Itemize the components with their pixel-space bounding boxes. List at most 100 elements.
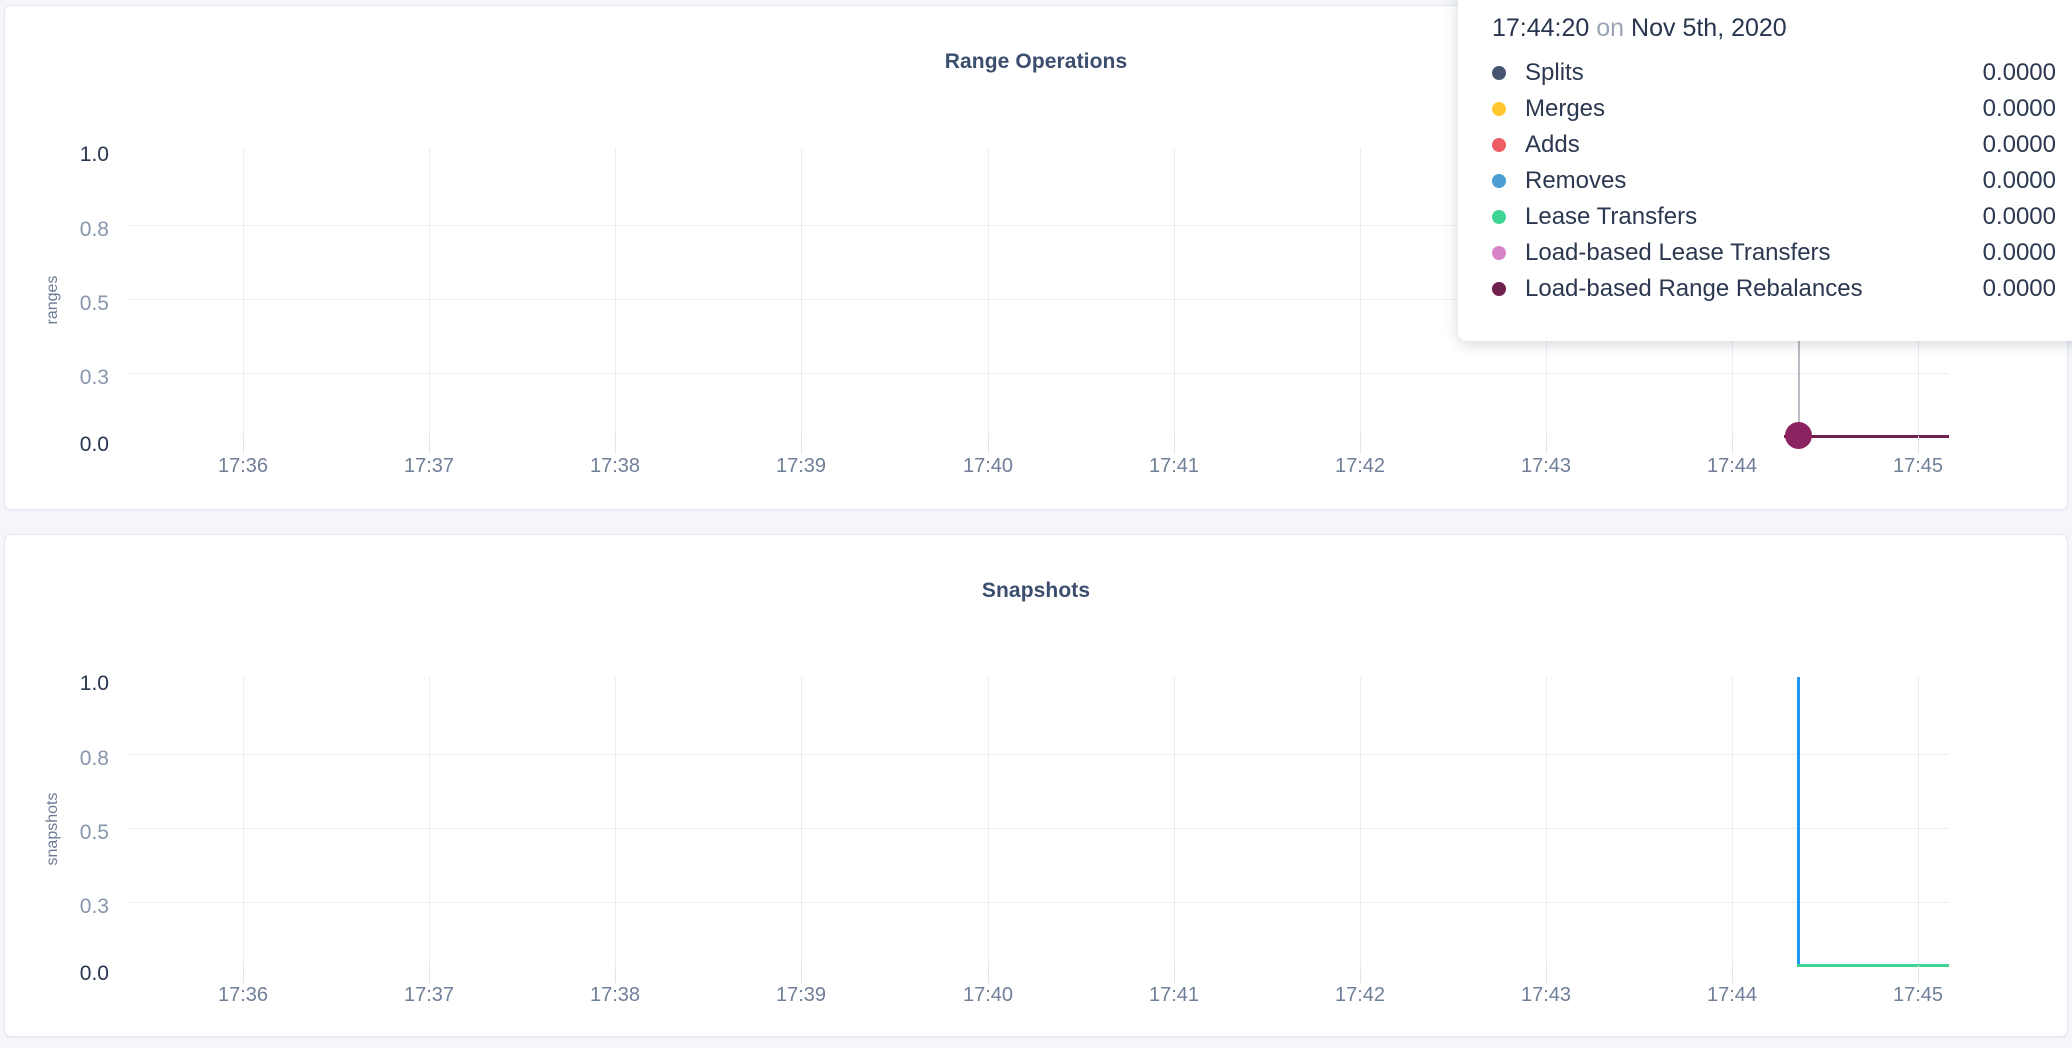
tooltip-row-adds: Adds 0.0000 [1492, 127, 2056, 163]
gridline-v-17-39 [801, 148, 802, 436]
gridline-v-17-37 [429, 148, 430, 436]
x-tick-17-40: 17:40 [962, 455, 1014, 477]
x-tick-17-43: 17:43 [1520, 984, 1572, 1006]
x-tick-17-45: 17:45 [1892, 984, 1944, 1006]
tooltip-series-label: Load-based Lease Transfers [1525, 239, 1831, 266]
x-tickmark-17-38 [615, 436, 616, 454]
y-tick-0.0: 0.0 [79, 962, 109, 985]
x-tick-17-42: 17:42 [1334, 984, 1386, 1006]
x-tick-17-44: 17:44 [1706, 984, 1758, 1006]
x-tick-17-41: 17:41 [1148, 984, 1200, 1006]
x-tickmark-17-36 [243, 436, 244, 454]
gridline-v-17-38 [615, 148, 616, 436]
range-operations-title: Range Operations [944, 50, 1128, 73]
gridline-h-0.5 [129, 299, 1949, 300]
range-operations-plot: ranges 1.0 0.8 0.5 0.3 0.0 [5, 6, 2067, 509]
snapshots-title: Snapshots [981, 579, 1091, 602]
x-tick-17-37: 17:37 [403, 984, 455, 1006]
chart-hover-tooltip: 17:44:20 on Nov 5th, 2020 Splits 0.0000 … [1458, 0, 2072, 341]
gridline-v-17-36 [243, 148, 244, 436]
gridline-h-0.8 [129, 754, 1949, 755]
gridline-v-17-41 [1174, 677, 1175, 965]
gridline-h-0.3 [129, 902, 1949, 903]
tooltip-row-load-based-lease-transfers: Load-based Lease Transfers 0.0000 [1492, 235, 2056, 271]
y-tick-0.3: 0.3 [79, 366, 109, 389]
x-tickmark-17-39 [801, 436, 802, 454]
y-tick-0.8: 0.8 [79, 747, 109, 770]
x-tick-17-37: 17:37 [403, 455, 455, 477]
tooltip-series-label: Removes [1525, 167, 1627, 194]
series-color-dot-icon [1492, 210, 1506, 224]
gridline-h-0.5 [129, 828, 1949, 829]
tooltip-series-value: 0.0000 [1982, 167, 2056, 194]
series-color-dot-icon [1492, 66, 1506, 80]
tooltip-row-removes: Removes 0.0000 [1492, 163, 2056, 199]
gridline-v-17-37 [429, 677, 430, 965]
series-line-snapshot-spike [1797, 677, 1800, 967]
x-tickmark-17-42 [1360, 436, 1361, 454]
y-tick-0.8: 0.8 [79, 218, 109, 241]
gridline-v-17-41 [1174, 148, 1175, 436]
x-tick-17-38: 17:38 [589, 984, 641, 1006]
snapshots-card: Snapshots snapshots 1.0 0.8 0.5 0.3 0.0 [4, 534, 2068, 1037]
x-tickmark-17-45 [1918, 436, 1919, 454]
x-tickmark-17-41 [1174, 965, 1175, 983]
snapshots-plot: snapshots 1.0 0.8 0.5 0.3 0.0 [5, 535, 2067, 1036]
x-tickmark-17-40 [988, 436, 989, 454]
y-tick-1.0: 1.0 [79, 672, 109, 695]
tooltip-series-value: 0.0000 [1982, 275, 2056, 302]
tooltip-on-word: on [1596, 14, 1625, 42]
gridline-h-0.3 [129, 373, 1949, 374]
x-tickmark-17-40 [988, 965, 989, 983]
tooltip-series-label: Adds [1525, 131, 1580, 158]
series-color-dot-icon [1492, 138, 1506, 152]
gridline-v-17-44 [1732, 677, 1733, 965]
x-tickmark-17-45 [1918, 965, 1919, 983]
x-tickmark-17-43 [1546, 436, 1547, 454]
x-tickmark-17-43 [1546, 965, 1547, 983]
tooltip-row-splits: Splits 0.0000 [1492, 55, 2056, 91]
tooltip-series-label: Load-based Range Rebalances [1525, 275, 1863, 302]
series-line-load-based-range-rebalances [1784, 435, 1949, 438]
tooltip-series-value: 0.0000 [1982, 203, 2056, 230]
gridline-h-0.8 [129, 225, 1949, 226]
x-tickmark-17-37 [429, 965, 430, 983]
tooltip-row-merges: Merges 0.0000 [1492, 91, 2056, 127]
gridline-v-17-45 [1918, 677, 1919, 965]
y-tick-0.0: 0.0 [79, 433, 109, 456]
x-tick-17-41: 17:41 [1148, 455, 1200, 477]
hover-point-marker-range [1785, 422, 1812, 449]
gridline-v-17-36 [243, 677, 244, 965]
x-tickmark-17-36 [243, 965, 244, 983]
x-tick-17-40: 17:40 [962, 984, 1014, 1006]
x-tick-17-39: 17:39 [775, 984, 827, 1006]
tooltip-series-value: 0.0000 [1982, 59, 2056, 86]
x-tick-17-43: 17:43 [1520, 455, 1572, 477]
gridline-v-17-40 [988, 677, 989, 965]
tooltip-series-label: Splits [1525, 59, 1584, 86]
x-tick-17-39: 17:39 [775, 455, 827, 477]
x-tickmark-17-41 [1174, 436, 1175, 454]
y-tick-0.3: 0.3 [79, 895, 109, 918]
gridline-v-17-40 [988, 148, 989, 436]
x-tickmark-17-39 [801, 965, 802, 983]
series-color-dot-icon [1492, 282, 1506, 296]
gridline-v-17-39 [801, 677, 802, 965]
series-color-dot-icon [1492, 246, 1506, 260]
y-tick-1.0: 1.0 [79, 143, 109, 166]
x-tickmark-17-42 [1360, 965, 1361, 983]
x-tick-17-36: 17:36 [217, 984, 269, 1006]
gridline-v-17-42 [1360, 677, 1361, 965]
x-tick-17-44: 17:44 [1706, 455, 1758, 477]
tooltip-series-value: 0.0000 [1982, 239, 2056, 266]
x-tickmark-17-44 [1732, 436, 1733, 454]
gridline-v-17-43 [1546, 677, 1547, 965]
tooltip-series-label: Lease Transfers [1525, 203, 1698, 230]
x-tick-17-36: 17:36 [217, 455, 269, 477]
tooltip-row-load-based-range-rebalances: Load-based Range Rebalances 0.0000 [1492, 271, 2056, 307]
x-tickmark-17-37 [429, 436, 430, 454]
tooltip-series-value: 0.0000 [1982, 131, 2056, 158]
tooltip-series-value: 0.0000 [1982, 95, 2056, 122]
gridline-v-17-38 [615, 677, 616, 965]
